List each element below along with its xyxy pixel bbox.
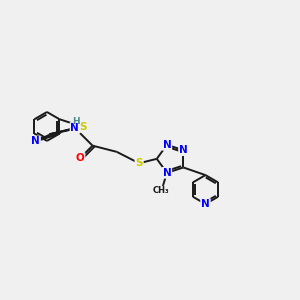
Text: O: O <box>76 153 85 163</box>
Text: N: N <box>70 123 79 133</box>
Text: CH₃: CH₃ <box>153 186 170 195</box>
Text: S: S <box>135 158 143 168</box>
Text: N: N <box>201 199 210 209</box>
Text: S: S <box>80 122 87 132</box>
Text: N: N <box>31 136 40 146</box>
Text: N: N <box>179 145 188 155</box>
Text: H: H <box>73 117 80 126</box>
Text: N: N <box>163 168 171 178</box>
Text: N: N <box>163 140 171 150</box>
